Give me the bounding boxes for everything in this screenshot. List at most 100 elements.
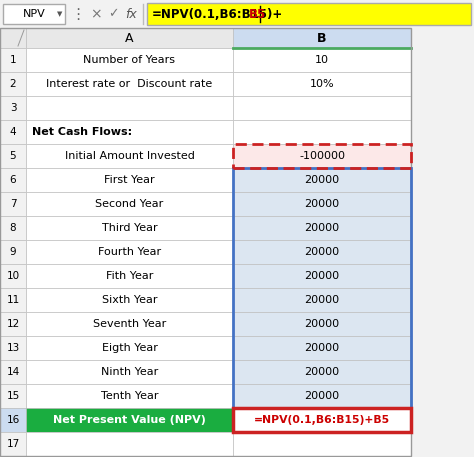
Bar xyxy=(233,240,411,264)
Bar xyxy=(233,168,411,408)
Text: 8: 8 xyxy=(9,223,16,233)
Bar xyxy=(233,28,411,48)
Bar xyxy=(26,240,233,264)
Bar xyxy=(233,48,411,72)
Bar xyxy=(0,192,26,216)
Text: 6: 6 xyxy=(9,175,16,185)
Bar xyxy=(26,192,233,216)
Bar xyxy=(233,384,411,408)
Bar xyxy=(0,360,26,384)
Bar xyxy=(233,144,411,168)
Bar xyxy=(0,336,26,360)
Bar xyxy=(3,4,65,24)
Text: Tenth Year: Tenth Year xyxy=(101,391,158,401)
Bar xyxy=(0,72,26,96)
Bar xyxy=(233,312,411,336)
Text: 10%: 10% xyxy=(310,79,334,89)
Bar xyxy=(0,96,26,120)
Bar xyxy=(0,408,26,432)
Bar xyxy=(0,288,26,312)
Bar xyxy=(233,168,411,192)
Text: Seventh Year: Seventh Year xyxy=(93,319,166,329)
Bar xyxy=(0,384,26,408)
Bar xyxy=(233,192,411,216)
Bar xyxy=(26,408,233,432)
Bar xyxy=(26,288,233,312)
Text: Second Year: Second Year xyxy=(95,199,164,209)
Text: 20000: 20000 xyxy=(304,223,339,233)
Text: 17: 17 xyxy=(6,439,19,449)
Bar xyxy=(26,216,233,240)
Text: B5: B5 xyxy=(249,7,266,21)
Bar xyxy=(0,312,26,336)
Text: 16: 16 xyxy=(6,415,19,425)
Text: Interest rate or  Discount rate: Interest rate or Discount rate xyxy=(46,79,213,89)
Text: Third Year: Third Year xyxy=(102,223,157,233)
Bar xyxy=(233,120,411,144)
Text: 7: 7 xyxy=(9,199,16,209)
Text: 20000: 20000 xyxy=(304,199,339,209)
Text: Fourth Year: Fourth Year xyxy=(98,247,161,257)
Bar xyxy=(26,336,233,360)
Text: 20000: 20000 xyxy=(304,319,339,329)
Bar xyxy=(233,408,411,432)
Bar xyxy=(26,144,233,168)
Bar xyxy=(0,168,26,192)
Text: Net Present Value (NPV): Net Present Value (NPV) xyxy=(53,415,206,425)
Text: 20000: 20000 xyxy=(304,391,339,401)
Text: 4: 4 xyxy=(9,127,16,137)
Bar xyxy=(26,48,233,72)
Text: Initial Amount Invested: Initial Amount Invested xyxy=(64,151,194,161)
Bar xyxy=(233,96,411,120)
Text: 20000: 20000 xyxy=(304,247,339,257)
Text: 10: 10 xyxy=(315,55,329,65)
Bar xyxy=(233,336,411,360)
Text: 1: 1 xyxy=(9,55,16,65)
Bar xyxy=(26,312,233,336)
Text: -100000: -100000 xyxy=(299,151,345,161)
Text: 20000: 20000 xyxy=(304,367,339,377)
Bar xyxy=(26,120,233,144)
Text: 20000: 20000 xyxy=(304,343,339,353)
Text: 20000: 20000 xyxy=(304,295,339,305)
Text: =NPV(0.1,B6:B15)+: =NPV(0.1,B6:B15)+ xyxy=(152,7,283,21)
Bar xyxy=(0,48,26,72)
Bar xyxy=(233,72,411,96)
Text: Number of Years: Number of Years xyxy=(83,55,175,65)
Text: ▼: ▼ xyxy=(57,11,63,17)
Bar xyxy=(26,28,233,48)
Bar xyxy=(233,360,411,384)
Bar xyxy=(233,144,411,168)
Bar xyxy=(233,288,411,312)
Bar xyxy=(0,432,26,456)
Bar xyxy=(26,384,233,408)
Bar xyxy=(233,432,411,456)
Bar xyxy=(0,120,26,144)
Text: 5: 5 xyxy=(9,151,16,161)
Text: 20000: 20000 xyxy=(304,175,339,185)
Text: Eigth Year: Eigth Year xyxy=(101,343,157,353)
Bar xyxy=(0,264,26,288)
Bar xyxy=(26,432,233,456)
Bar xyxy=(0,28,26,48)
Text: 20000: 20000 xyxy=(304,271,339,281)
Bar xyxy=(26,96,233,120)
Bar xyxy=(26,168,233,192)
Bar xyxy=(26,264,233,288)
Bar xyxy=(233,264,411,288)
Text: 13: 13 xyxy=(6,343,19,353)
Text: 15: 15 xyxy=(6,391,19,401)
Text: 3: 3 xyxy=(9,103,16,113)
Bar xyxy=(0,240,26,264)
Text: fx: fx xyxy=(125,7,137,21)
Bar xyxy=(233,216,411,240)
Bar xyxy=(0,0,474,28)
Text: First Year: First Year xyxy=(104,175,155,185)
Text: ✓: ✓ xyxy=(108,7,118,21)
Text: =NPV(0.1,B6:B15)+B5: =NPV(0.1,B6:B15)+B5 xyxy=(254,415,390,425)
Text: 2: 2 xyxy=(9,79,16,89)
Text: 9: 9 xyxy=(9,247,16,257)
Text: Sixth Year: Sixth Year xyxy=(102,295,157,305)
Bar xyxy=(26,360,233,384)
Text: Net Cash Flows:: Net Cash Flows: xyxy=(32,127,132,137)
